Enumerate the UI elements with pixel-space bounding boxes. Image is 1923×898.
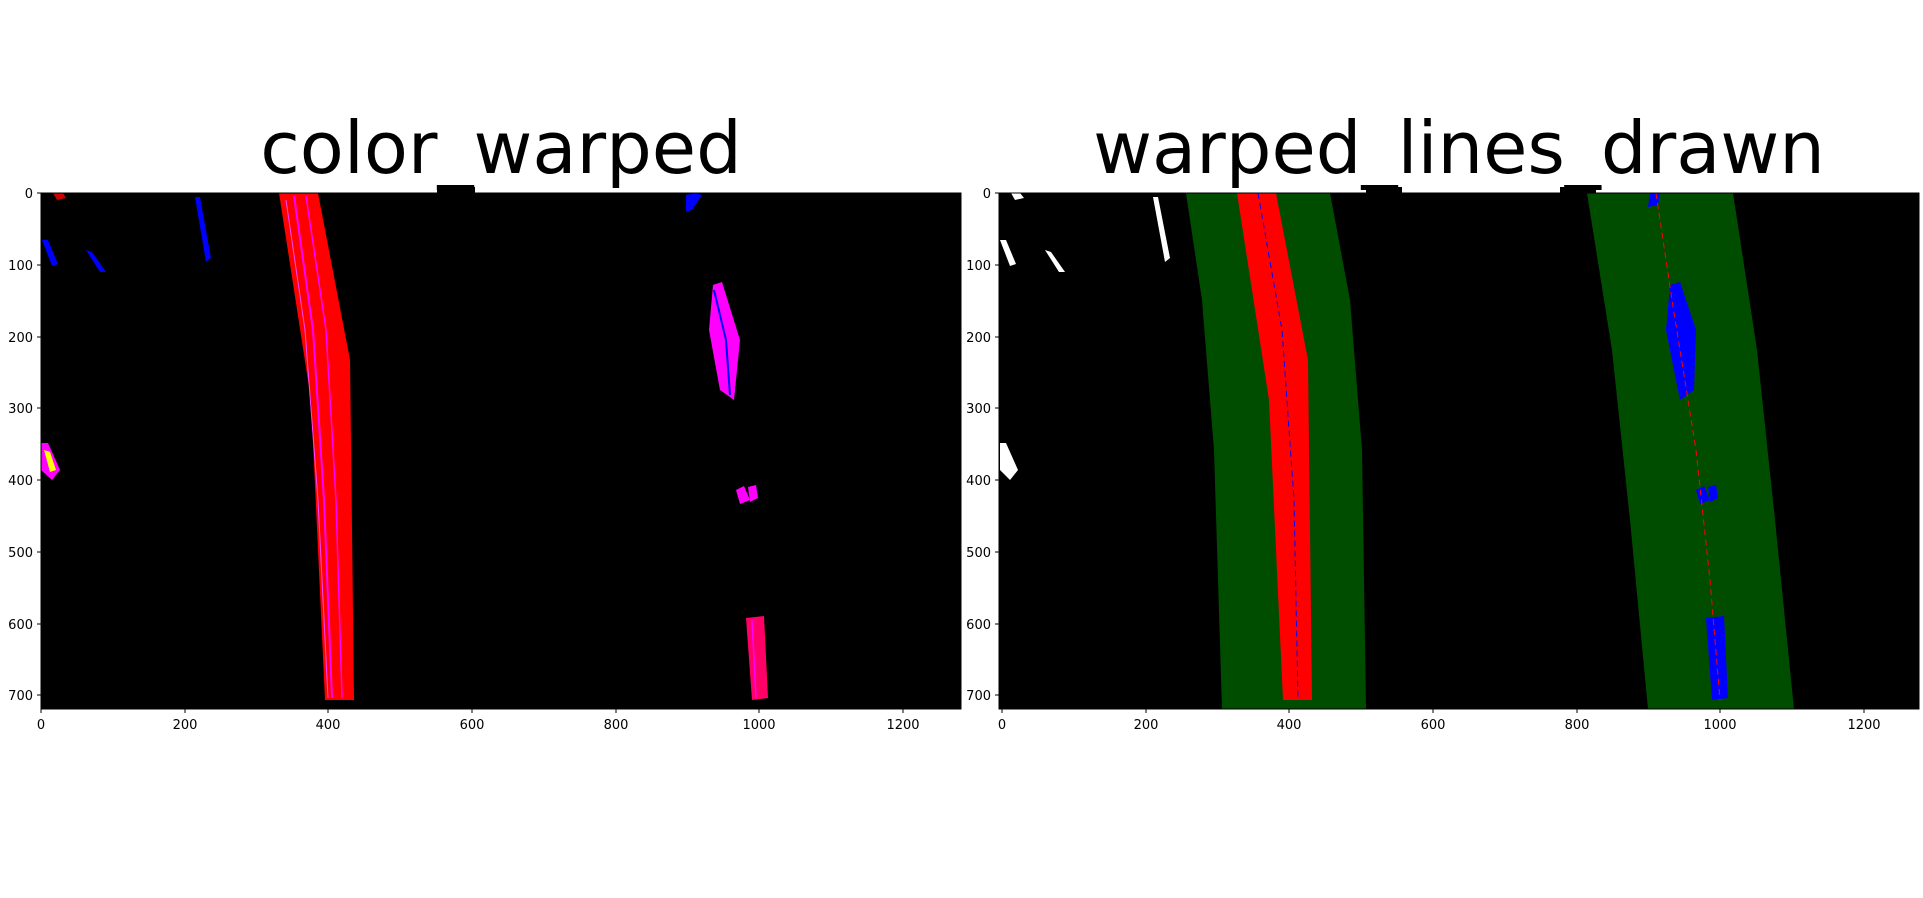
right-axes-tab-1 [1366, 187, 1402, 193]
left-lane-magenta-streak-2 [305, 195, 343, 699]
right-lane-segment-lower-streak [751, 619, 757, 699]
left-noise-blue-4 [686, 193, 702, 212]
right-x-tick-label: 200 [1134, 718, 1159, 733]
right-lane-segment-lower [746, 616, 768, 700]
right-x-tick-label: 1200 [1847, 718, 1880, 733]
right-axes-tab-2 [1560, 187, 1596, 193]
right-noise-white-1 [1153, 197, 1170, 262]
right-y-tick-label: 100 [966, 259, 991, 274]
right-x-tick-label: 800 [1565, 718, 1590, 733]
right-noise-white-5 [1000, 443, 1018, 480]
right-lane-window [1587, 193, 1794, 709]
left-lane-magenta-streak-3 [285, 199, 329, 699]
left-panel-title: color_warped [260, 106, 742, 190]
left-noise-blue-3 [86, 250, 106, 272]
left-y-ticks: 0 100 200 300 400 500 600 700 [8, 187, 41, 704]
right-image [998, 187, 1920, 710]
right-x-tick-label: 1000 [1703, 718, 1736, 733]
left-y-tick-label: 400 [8, 474, 33, 489]
left-y-tick-label: 500 [8, 546, 33, 561]
left-y-tick-label: 200 [8, 331, 33, 346]
right-y-tick-label: 400 [966, 474, 991, 489]
right-lane-fit-line [1655, 193, 1721, 701]
right-noise-white-3 [1045, 250, 1065, 272]
left-axes-frame [40, 192, 962, 710]
left-noise-yellow-blob [44, 450, 56, 472]
left-y-tick-label: 100 [8, 259, 33, 274]
right-lane-dash-2 [748, 485, 758, 502]
right-panel-title: warped_lines_drawn [1093, 106, 1825, 190]
right-y-tick-label: 500 [966, 546, 991, 561]
left-lane-magenta-streak-1 [293, 195, 333, 699]
right-axes-frame [998, 192, 1920, 710]
left-y-tick-label: 600 [8, 618, 33, 633]
left-lane-red-band [279, 193, 354, 700]
left-image [40, 187, 962, 710]
right-lane-pixels-dash-2 [1708, 485, 1718, 502]
left-y-tick-label: 0 [25, 187, 33, 202]
right-lane-pixels-dash-1 [1696, 486, 1710, 504]
left-x-tick-label: 800 [604, 718, 629, 733]
right-lane-segment-upper [709, 282, 740, 400]
right-y-tick-label: 700 [966, 689, 991, 704]
left-lane-fit-line [1257, 193, 1299, 701]
left-x-tick-label: 1200 [886, 718, 919, 733]
left-axes-tab [437, 187, 475, 193]
right-lane-pixels-upper [1666, 282, 1696, 400]
right-y-tick-label: 600 [966, 618, 991, 633]
left-x-ticks: 0 200 400 600 800 1000 1200 [37, 709, 920, 733]
left-image-background [41, 193, 961, 709]
left-noise-blue-1 [195, 197, 211, 262]
left-lane-pixels [1237, 193, 1312, 700]
right-noise-white-2 [1000, 240, 1016, 266]
left-x-tick-label: 0 [37, 718, 45, 733]
left-x-tick-label: 1000 [742, 718, 775, 733]
left-x-tick-label: 400 [316, 718, 341, 733]
right-y-tick-label: 300 [966, 402, 991, 417]
left-x-tick-label: 600 [460, 718, 485, 733]
right-y-ticks: 0 100 200 300 400 500 600 700 [966, 187, 999, 704]
right-x-ticks: 0 200 400 600 800 1000 1200 [998, 709, 1881, 733]
right-y-tick-label: 200 [966, 331, 991, 346]
right-lane-segment-upper-streak [713, 289, 731, 396]
right-x-tick-label: 400 [1277, 718, 1302, 733]
right-noise-white-4 [1011, 193, 1024, 200]
left-y-tick-label: 700 [8, 689, 33, 704]
left-noise-red-1 [53, 193, 66, 200]
right-x-tick-label: 0 [998, 718, 1006, 733]
right-y-tick-label: 0 [983, 187, 991, 202]
left-y-tick-label: 300 [8, 402, 33, 417]
left-noise-blue-2 [42, 240, 58, 266]
right-lane-dash-1 [736, 486, 750, 504]
left-x-tick-label: 200 [173, 718, 198, 733]
right-lane-pixels-lower [1706, 616, 1728, 700]
right-x-tick-label: 600 [1421, 718, 1446, 733]
